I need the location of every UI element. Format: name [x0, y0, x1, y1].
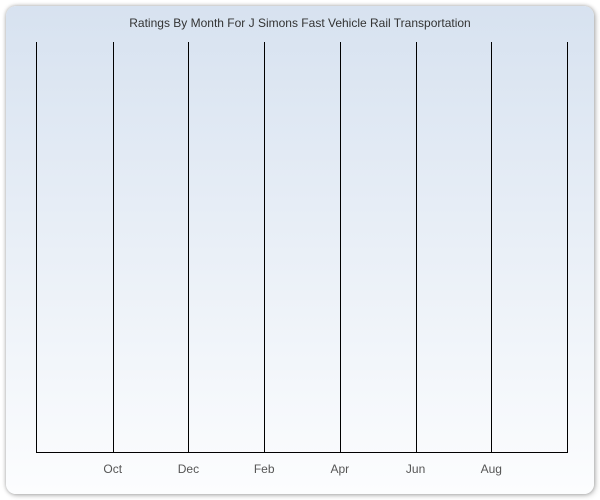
x-gridline — [113, 42, 114, 452]
plot-area: OctDecFebAprJunAug — [36, 42, 568, 453]
x-axis-label: Aug — [481, 462, 502, 476]
x-gridline — [491, 42, 492, 452]
x-axis-label: Dec — [178, 462, 199, 476]
chart-container: Ratings By Month For J Simons Fast Vehic… — [0, 0, 600, 500]
x-axis-label: Apr — [330, 462, 349, 476]
x-gridline — [340, 42, 341, 452]
chart-title: Ratings By Month For J Simons Fast Vehic… — [6, 16, 594, 30]
x-axis-label: Oct — [103, 462, 122, 476]
x-gridline — [264, 42, 265, 452]
x-axis-label: Jun — [406, 462, 425, 476]
chart-panel: Ratings By Month For J Simons Fast Vehic… — [6, 6, 594, 494]
x-axis-label: Feb — [254, 462, 275, 476]
x-gridline — [416, 42, 417, 452]
x-gridline — [188, 42, 189, 452]
